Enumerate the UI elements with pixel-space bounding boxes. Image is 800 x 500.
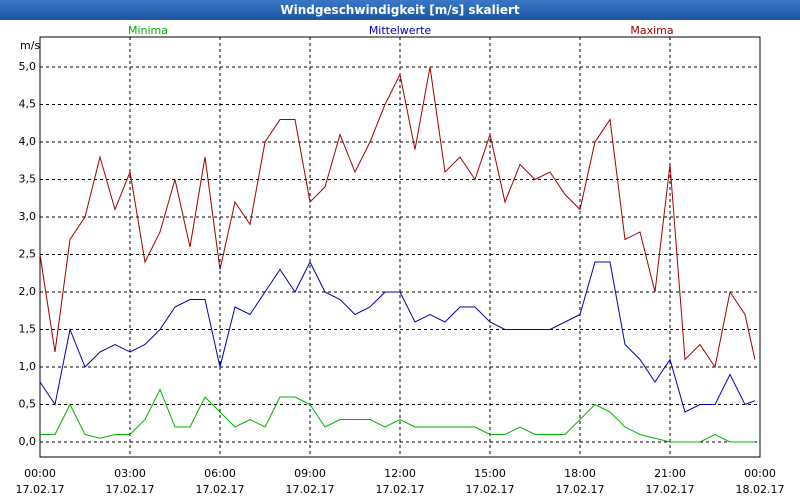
x-tick-date: 17.02.17 — [286, 483, 335, 496]
y-tick-label: 5,0 — [19, 60, 37, 73]
x-tick-date: 17.02.17 — [466, 483, 515, 496]
chart-title: Windgeschwindigkeit [m/s] skaliert — [0, 0, 800, 20]
x-tick-label: 21:00 — [654, 467, 686, 480]
legend-label: Minima — [128, 24, 168, 37]
x-tick-label: 03:00 — [114, 467, 146, 480]
data-line — [39, 66, 756, 369]
x-tick-date: 17.02.17 — [106, 483, 155, 496]
x-tick-label: 09:00 — [294, 467, 326, 480]
x-tick-date: 17.02.17 — [196, 483, 245, 496]
y-tick-label: 3,0 — [19, 210, 37, 223]
x-tick-label: 18:00 — [564, 467, 596, 480]
y-tick-label: 1,5 — [19, 323, 37, 336]
x-tick-label: 00:00 — [744, 467, 776, 480]
legend-label: Mittelwerte — [369, 24, 432, 37]
x-tick-label: 06:00 — [204, 467, 236, 480]
chart: m/s 0,0 0,5 1,0 1,5 2,0 2,5 3,0 3,5 4,0 4,5 5,0 00:… — [16, 24, 785, 496]
x-tick-date: 17.02.17 — [376, 483, 425, 496]
legend-label: Maxima — [630, 24, 673, 37]
x-tick-date: 17.02.17 — [556, 483, 605, 496]
y-tick-label: 0,5 — [19, 398, 37, 411]
x-tick-date: 17.02.17 — [16, 483, 65, 496]
y-tick-label: 2,5 — [19, 248, 37, 261]
x-tick-label: 15:00 — [474, 467, 506, 480]
data-line — [39, 260, 756, 413]
y-tick-label: 2,0 — [19, 285, 37, 298]
y-tick-label: 4,0 — [19, 135, 37, 148]
y-tick-label: 3,5 — [19, 173, 37, 186]
y-tick-label: 4,5 — [19, 98, 37, 111]
x-tick-label: 00:00 — [24, 467, 56, 480]
y-tick-label: 1,0 — [19, 360, 37, 373]
y-tick-label: 0,0 — [19, 435, 37, 448]
x-tick-date: 17.02.17 — [646, 483, 695, 496]
y-axis-label: m/s — [20, 39, 40, 52]
x-tick-date: 18.02.17 — [736, 483, 785, 496]
x-tick-label: 12:00 — [384, 467, 416, 480]
data-line — [40, 388, 755, 443]
